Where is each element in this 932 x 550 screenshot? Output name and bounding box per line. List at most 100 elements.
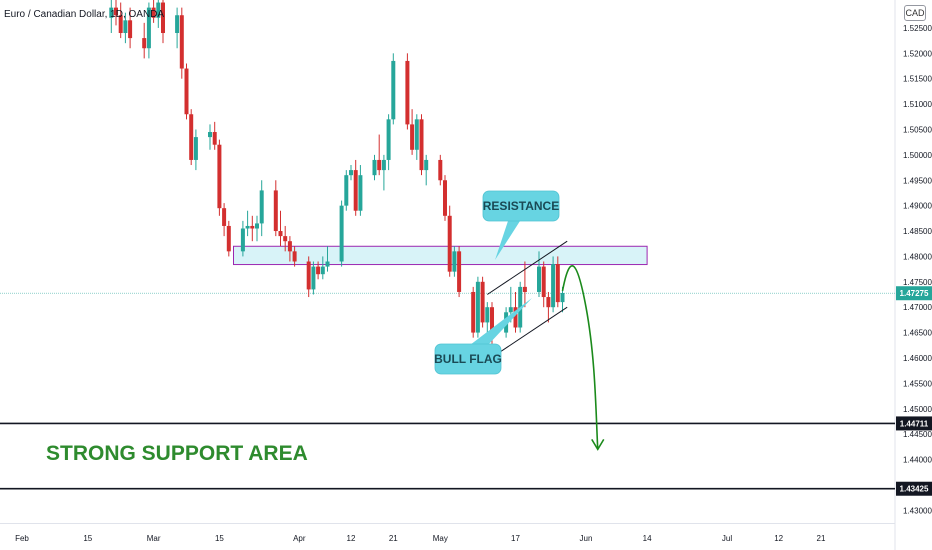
currency-badge[interactable]: CAD bbox=[904, 5, 926, 21]
candle-body bbox=[222, 208, 227, 226]
x-tick-label: 15 bbox=[215, 534, 224, 543]
candle-down bbox=[438, 154, 443, 186]
candle-down bbox=[410, 109, 415, 155]
candle-body bbox=[424, 159, 429, 171]
candle-up bbox=[381, 154, 386, 191]
current-price-label-text: 1.47275 bbox=[900, 289, 929, 298]
candle-body bbox=[405, 60, 410, 125]
support-upper-label-bg bbox=[896, 416, 932, 431]
candle-body bbox=[193, 137, 198, 160]
bull-flag-callout-pointer bbox=[470, 298, 532, 345]
candle-up bbox=[311, 261, 316, 295]
resistance-label: RESISTANCE bbox=[483, 199, 559, 213]
candle-down bbox=[292, 246, 297, 267]
resistance-callout[interactable]: RESISTANCE bbox=[482, 190, 560, 260]
candles-layer bbox=[109, 0, 565, 369]
candle-down bbox=[419, 114, 424, 176]
candle-down bbox=[353, 159, 358, 216]
y-tick-label: 1.51000 bbox=[903, 100, 932, 109]
candle-up bbox=[551, 256, 556, 313]
bull-flag-callout[interactable]: BULL FLAG bbox=[434, 298, 532, 375]
candle-body bbox=[381, 159, 386, 171]
candle-body bbox=[457, 251, 462, 292]
candle-down bbox=[114, 0, 118, 26]
candle-down bbox=[179, 7, 184, 79]
candle-up bbox=[175, 7, 180, 49]
candle-body bbox=[320, 266, 325, 275]
candle-down bbox=[306, 256, 311, 298]
candle-body bbox=[537, 266, 541, 292]
candle-up bbox=[208, 124, 212, 150]
y-tick-label: 1.47000 bbox=[903, 303, 932, 312]
support-area-label: STRONG SUPPORT AREA bbox=[46, 442, 308, 465]
candle-down bbox=[555, 256, 560, 308]
candle-body bbox=[273, 190, 278, 232]
x-tick-label: Mar bbox=[147, 534, 161, 543]
candle-body bbox=[555, 264, 560, 303]
candle-body bbox=[245, 225, 250, 229]
candle-body bbox=[306, 261, 311, 290]
candle-body bbox=[358, 175, 363, 211]
support-upper-label: 1.44711 bbox=[896, 416, 932, 431]
candle-up bbox=[537, 251, 541, 298]
x-tick-label: Jul bbox=[722, 534, 732, 543]
y-tick-label: 1.49000 bbox=[903, 202, 932, 211]
candle-up bbox=[475, 276, 480, 338]
candle-up bbox=[358, 165, 363, 216]
candle-body bbox=[259, 190, 264, 224]
candle-down bbox=[541, 261, 546, 308]
candle-body bbox=[447, 215, 452, 272]
flag-upper-line[interactable] bbox=[487, 240, 568, 295]
candle-up bbox=[452, 246, 457, 277]
candle-body bbox=[250, 225, 255, 229]
y-tick-label: 1.52000 bbox=[903, 49, 932, 58]
candle-body bbox=[278, 231, 283, 237]
candle-down bbox=[273, 180, 278, 237]
candle-body bbox=[161, 2, 165, 34]
candle-body bbox=[522, 286, 527, 292]
y-tick-label: 1.48500 bbox=[903, 227, 932, 236]
candle-down bbox=[447, 205, 452, 277]
candle-down bbox=[142, 22, 147, 59]
candle-up bbox=[414, 114, 419, 160]
candle-body bbox=[541, 266, 546, 298]
support-lower-label-bg bbox=[896, 481, 932, 496]
candle-up bbox=[339, 200, 344, 267]
candle-body bbox=[179, 15, 184, 69]
forecast-arrow[interactable] bbox=[561, 265, 605, 451]
support-lines-layer[interactable] bbox=[0, 422, 895, 490]
candle-down bbox=[443, 175, 447, 221]
candle-up bbox=[255, 215, 259, 242]
candle-body bbox=[386, 119, 391, 160]
candle-body bbox=[377, 159, 382, 171]
candle-body bbox=[475, 281, 480, 333]
candle-body bbox=[123, 20, 128, 34]
candle-body bbox=[287, 241, 292, 252]
candle-body bbox=[151, 7, 156, 18]
forecast-curve[interactable] bbox=[561, 265, 599, 450]
current-price-label-bg bbox=[896, 286, 932, 301]
candle-up bbox=[325, 246, 330, 272]
candle-body bbox=[485, 307, 490, 323]
resistance-callout-box bbox=[482, 190, 560, 222]
y-tick-label: 1.51500 bbox=[903, 75, 932, 84]
forecast-arrowhead bbox=[591, 438, 605, 451]
candle-body bbox=[344, 175, 349, 206]
candle-body bbox=[109, 7, 114, 18]
resistance-zone[interactable] bbox=[233, 245, 648, 266]
y-tick-label: 1.44000 bbox=[903, 456, 932, 465]
candle-down bbox=[377, 134, 382, 176]
candle-up bbox=[193, 129, 198, 171]
x-tick-label: 15 bbox=[83, 534, 92, 543]
candle-down bbox=[457, 246, 462, 298]
candle-up bbox=[560, 286, 565, 313]
candle-up bbox=[146, 2, 151, 59]
candle-body bbox=[146, 7, 151, 49]
candle-up bbox=[391, 53, 396, 125]
candle-body bbox=[546, 297, 551, 308]
candle-body bbox=[551, 264, 556, 308]
time-axis[interactable]: Feb 15 Mar 15 Apr 12 21 May 17 Jun 14 Jul 12 21 bbox=[15, 534, 826, 543]
candle-body bbox=[391, 60, 396, 120]
candle-down bbox=[118, 2, 123, 39]
